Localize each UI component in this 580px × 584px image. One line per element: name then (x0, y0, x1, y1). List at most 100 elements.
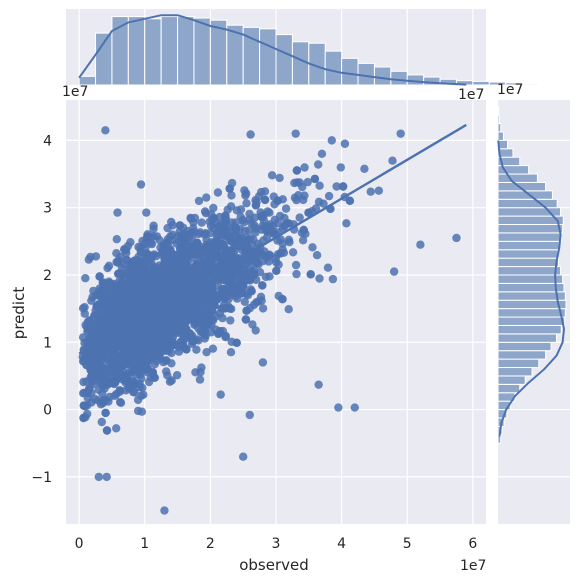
scatter-point (217, 304, 226, 313)
scatter-point (99, 395, 109, 405)
scatter-point (106, 365, 115, 374)
scatter-point (170, 258, 180, 267)
marginal-y-bar (497, 266, 562, 276)
scatter-point (388, 156, 397, 165)
marginal-x-kde-line (78, 14, 467, 86)
scatter-point (149, 279, 159, 289)
scatter-point (154, 352, 163, 361)
scatter-point (112, 314, 121, 323)
scatter-point (147, 325, 156, 334)
scatter-point (260, 195, 270, 205)
scatter-point (113, 208, 122, 217)
scatter-point (278, 295, 287, 304)
scatter-point (115, 269, 124, 278)
scatter-point (200, 263, 209, 273)
marginal-x-bar (341, 57, 359, 86)
scatter-outlier (94, 472, 104, 482)
scatter-point (143, 364, 152, 373)
marginal-y-bar (497, 383, 521, 394)
y-tick-label: 1 (43, 335, 52, 351)
marginal-x-kde (78, 14, 467, 86)
scatter-point (100, 325, 109, 334)
scatter-point (122, 255, 131, 265)
scatter-point (234, 269, 244, 278)
scatter-point (78, 333, 88, 342)
scatter-point (91, 252, 101, 261)
scatter-point (214, 253, 223, 262)
scatter-point (218, 230, 227, 239)
marginal-y-bar (497, 282, 565, 293)
scatter-point (218, 290, 227, 299)
scatter-outlier (238, 452, 248, 461)
scatter-point (124, 332, 133, 341)
scatter-point (292, 178, 302, 187)
scatter-point (324, 191, 334, 201)
scatter-point (139, 268, 148, 277)
marginal-x-bar (259, 28, 277, 86)
scatter-point (163, 223, 172, 233)
marginal-y-bar (497, 367, 533, 377)
y-tick-labels: −1 0 1 2 3 4 (31, 133, 52, 486)
scatter-point (174, 347, 184, 356)
scatter-point (288, 248, 298, 257)
scatter-point (246, 130, 255, 139)
marginal-y-histogram (497, 106, 567, 444)
scatter-point (242, 306, 251, 315)
scatter-point (233, 285, 242, 294)
x-tick-label: 5 (403, 536, 412, 552)
scatter-point (215, 327, 225, 336)
scatter-point (189, 224, 198, 233)
scatter-outlier (102, 472, 111, 482)
scatter-point (328, 274, 338, 284)
scatter-point (192, 345, 201, 354)
scatter-outlier (389, 267, 399, 276)
marginal-y-bar (497, 324, 562, 335)
scatter-point (159, 314, 168, 323)
scatter-outlier (317, 149, 327, 159)
scatter-point (115, 397, 125, 407)
scatter-point (124, 298, 133, 308)
scatter-point (175, 221, 185, 230)
scatter-point (183, 304, 193, 313)
scatter-point (171, 270, 180, 279)
scatter-point (78, 304, 88, 313)
scatter-outlier (245, 410, 254, 420)
scatter-point (184, 290, 193, 299)
scatter-point (142, 355, 151, 365)
scatter-point (226, 348, 236, 357)
scatter-point (118, 285, 127, 295)
scatter-point (114, 340, 123, 349)
scatter-point (232, 224, 241, 233)
marginal-y-bar (497, 232, 562, 242)
scatter-point (233, 294, 242, 303)
scatter-point (247, 287, 256, 296)
scatter-point (303, 177, 312, 187)
scatter-point (112, 235, 122, 244)
scatter-point (185, 313, 194, 322)
scatter-point (258, 304, 268, 313)
scatter-point (226, 316, 235, 325)
scatter-point (81, 274, 90, 283)
scatter-point (236, 212, 245, 221)
scatter-point (208, 306, 217, 315)
scatter-point (192, 248, 202, 257)
scatter-point (236, 205, 246, 214)
scatter-point (152, 251, 161, 261)
marginal-y-bar (497, 224, 564, 234)
scatter-point (298, 236, 308, 245)
x-offset-label: 1e7 (460, 558, 486, 574)
scatter-point (136, 180, 146, 189)
scatter-point (196, 368, 205, 377)
scatter-point (260, 187, 270, 196)
scatter-point (240, 297, 249, 306)
scatter-point (90, 374, 100, 383)
scatter-point (162, 356, 171, 365)
scatter-outlier (314, 380, 323, 389)
scatter-point (131, 272, 140, 282)
scatter-point (232, 338, 241, 347)
marginal-y-bar (497, 123, 502, 133)
scatter-point (301, 229, 310, 239)
scatter-point (181, 326, 191, 335)
scatter-point (136, 344, 145, 354)
scatter-point (142, 208, 151, 217)
